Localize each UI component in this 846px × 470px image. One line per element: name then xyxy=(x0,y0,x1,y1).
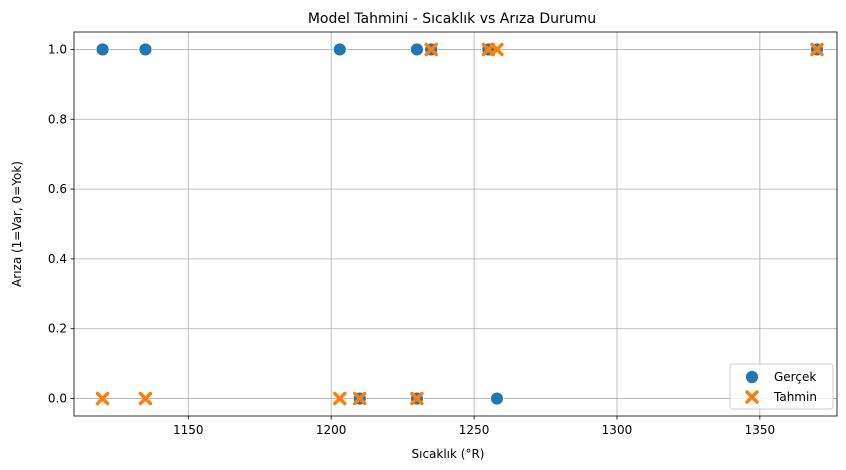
legend-x-marker xyxy=(745,390,759,404)
plot-frame xyxy=(73,31,838,417)
data-point-gercek xyxy=(332,42,347,57)
legend-label-tahmin: Tahmin xyxy=(773,390,817,404)
data-point-tahmin xyxy=(490,42,504,57)
data-marks xyxy=(95,42,824,406)
x-tick-label: 1350 xyxy=(745,423,776,437)
data-point-tahmin xyxy=(410,391,424,406)
y-tick-label: 0.8 xyxy=(48,112,67,126)
y-tick-label: 0.4 xyxy=(48,252,67,266)
x-tick-label: 1250 xyxy=(459,423,490,437)
data-point-tahmin xyxy=(810,42,824,57)
y-axis-title: Arıza (1=Var, 0=Yok) xyxy=(10,161,24,287)
legend-circle-marker xyxy=(745,370,759,384)
data-point-tahmin xyxy=(95,391,110,406)
data-point-gercek xyxy=(410,42,424,57)
y-tick-label: 1.0 xyxy=(48,42,67,56)
data-point-tahmin xyxy=(333,391,347,406)
x-tick-label: 1300 xyxy=(602,423,633,437)
y-tick-label: 0.2 xyxy=(48,322,67,336)
data-point-gercek xyxy=(95,42,110,57)
x-tick-label: 1200 xyxy=(316,423,347,437)
data-point-tahmin xyxy=(138,391,153,406)
data-point-gercek xyxy=(490,391,504,406)
ticks: 1150 1200 1250 1300 1350 0.0 0.2 0.4 0.6 0.8 1.0 xyxy=(48,42,775,437)
grid-lines xyxy=(74,32,837,416)
data-point-tahmin xyxy=(353,391,367,406)
axes xyxy=(73,31,838,417)
y-tick-label: 0.0 xyxy=(48,392,67,406)
legend: Gerçek Tahmin xyxy=(729,363,834,410)
chart-title: Model Tahmini - Sıcaklık vs Arıza Durumu xyxy=(308,11,596,27)
data-point-gercek xyxy=(138,42,153,57)
x-axis-title: Sıcaklık (°R) xyxy=(412,447,485,461)
x-tick-label: 1150 xyxy=(173,423,204,437)
legend-label-gercek: Gerçek xyxy=(774,370,816,384)
y-tick-label: 0.6 xyxy=(48,182,67,196)
data-point-tahmin xyxy=(424,42,438,57)
